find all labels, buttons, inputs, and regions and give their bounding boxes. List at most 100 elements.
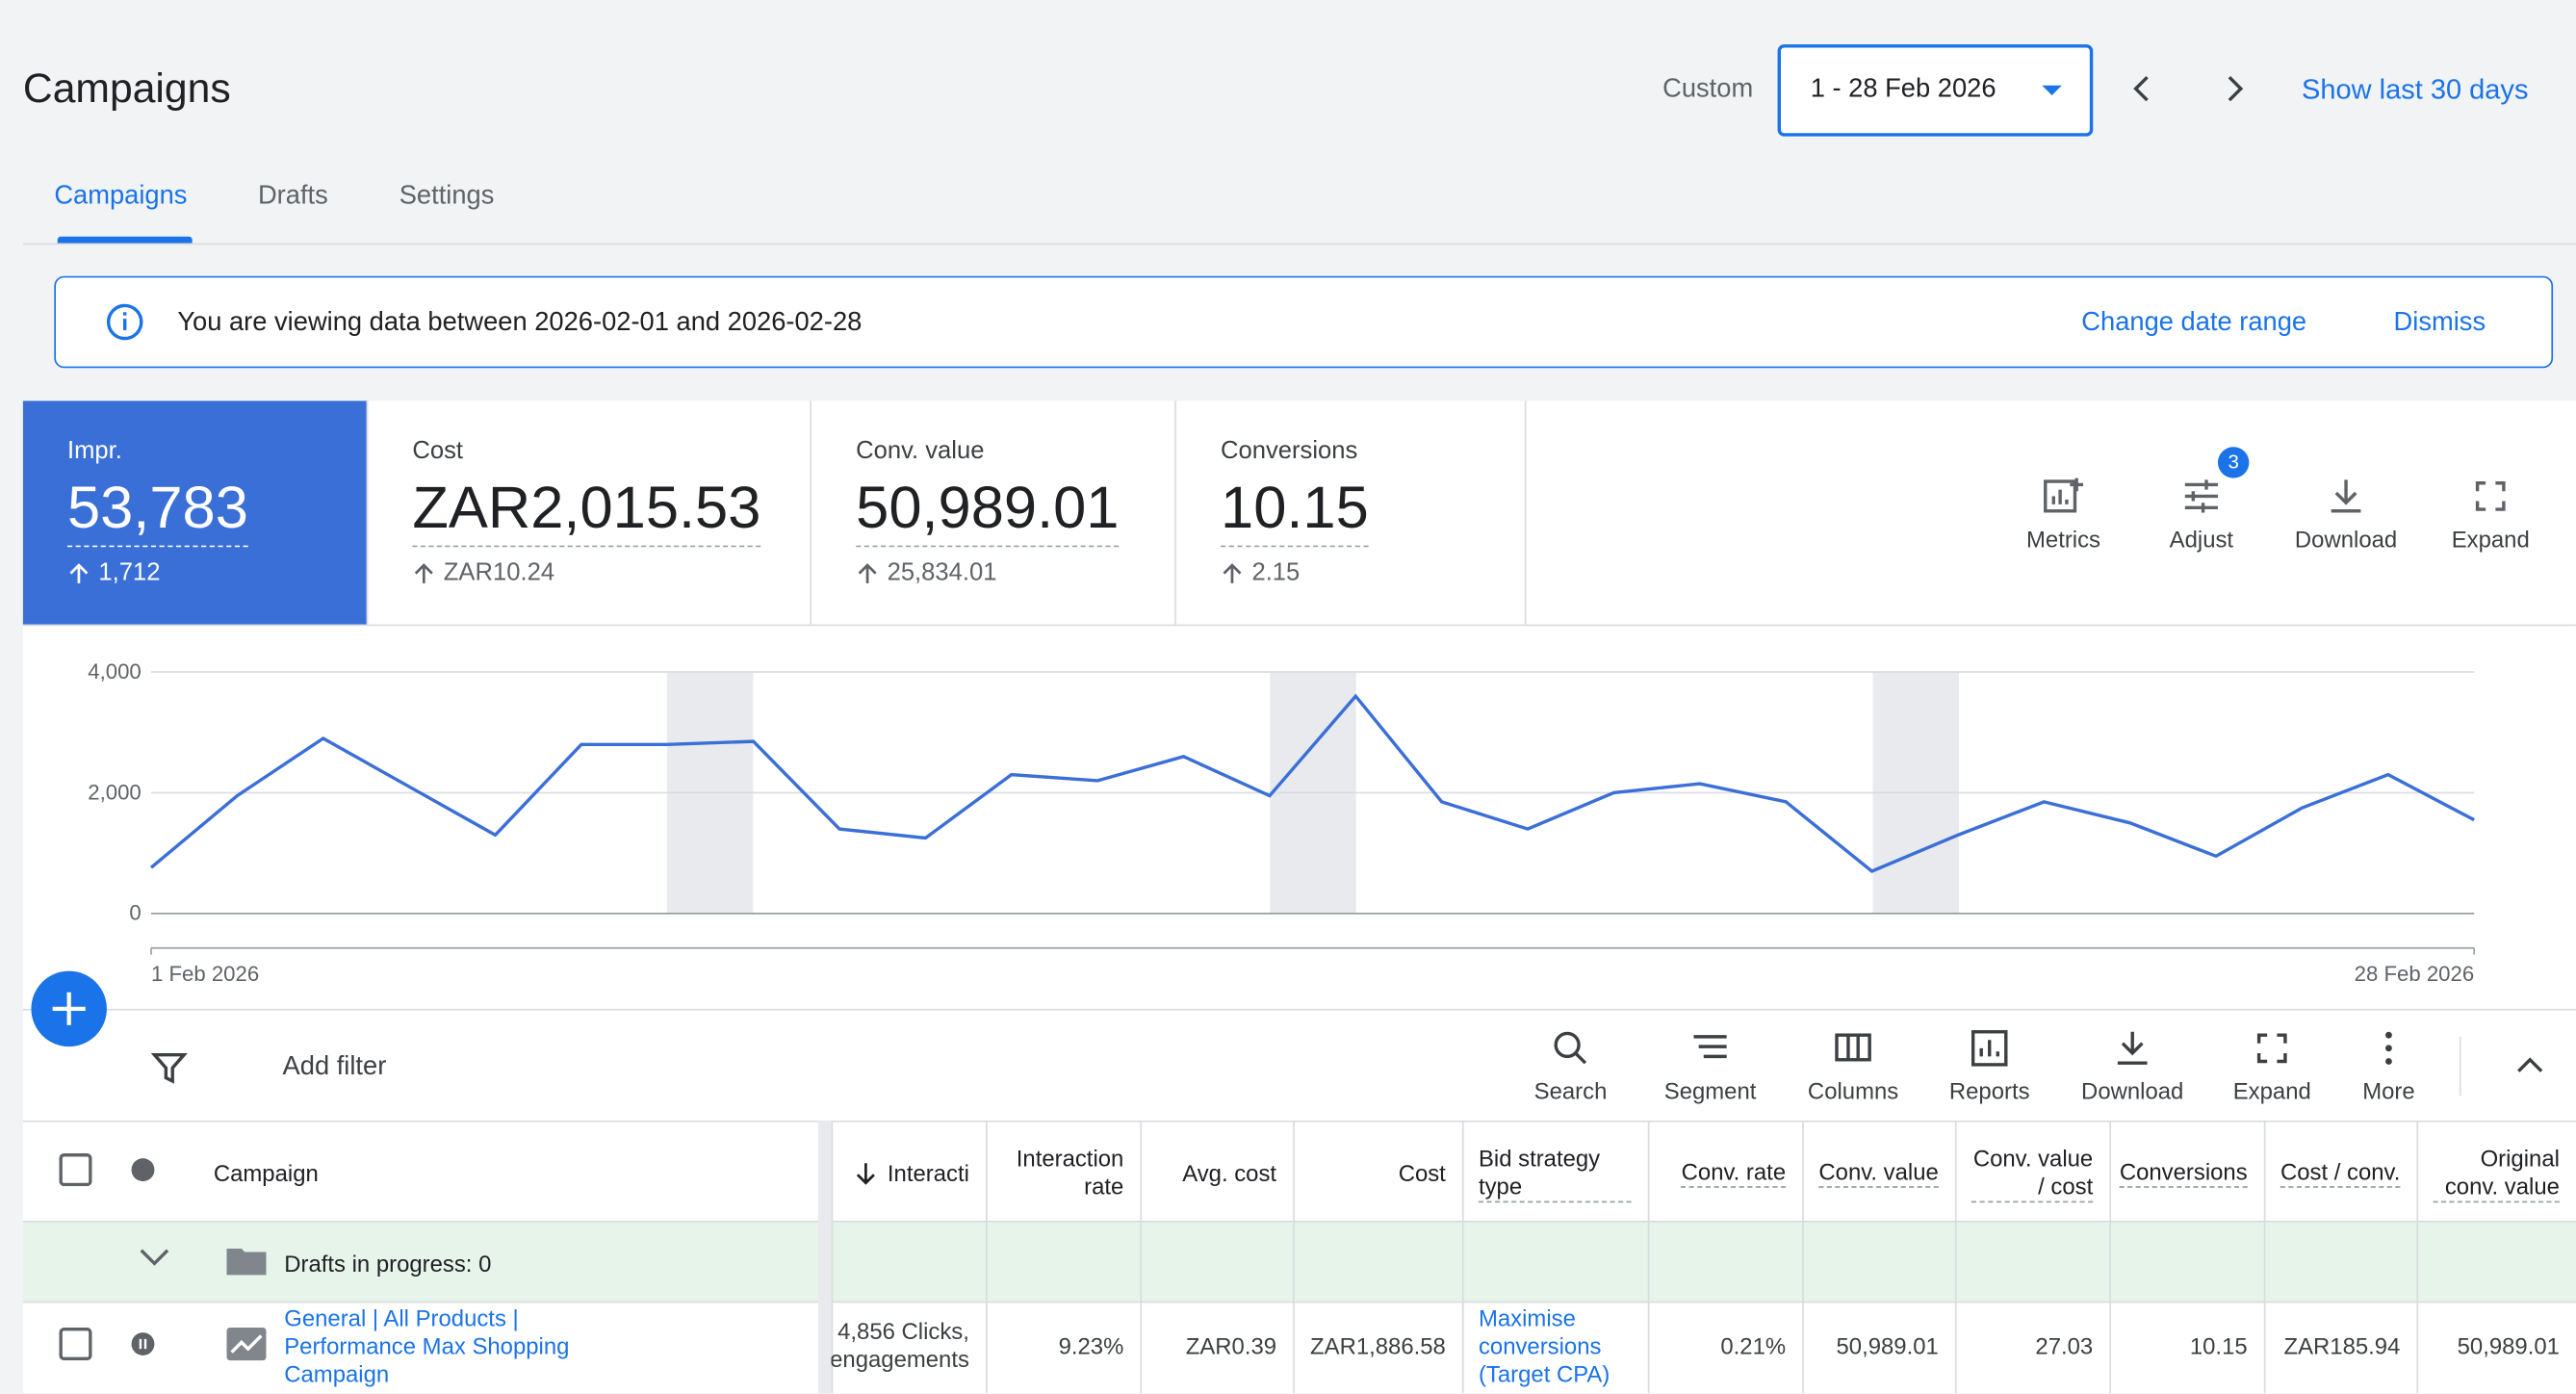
toolbar-button[interactable]: Columns — [1788, 1028, 1919, 1107]
toolbar-button[interactable]: Segment — [1644, 1028, 1776, 1107]
group-label: Drafts in progress: 0 — [284, 1250, 492, 1278]
table-cell: 9.23% — [1058, 1331, 1124, 1358]
column-header[interactable]: Cost / conv. — [2264, 1137, 2417, 1209]
metric-label: Conv. value — [856, 436, 985, 465]
metric-card[interactable]: Impr. 53,783 1,712 — [22, 400, 369, 625]
column-header[interactable]: Original conv. value — [2416, 1137, 2576, 1209]
collapse-icon[interactable] — [2513, 1053, 2546, 1076]
campaign-type-icon — [226, 1327, 267, 1361]
change-date-link[interactable]: Change date range — [2081, 308, 2307, 337]
up-arrow — [69, 563, 89, 583]
table-cell: 27.03 — [2035, 1331, 2094, 1358]
column-header[interactable]: Cost — [1293, 1137, 1462, 1209]
toolbar-button[interactable]: Expand — [2206, 1028, 2338, 1107]
adjust-button[interactable]: Adjust — [2152, 477, 2251, 553]
column-header[interactable]: Interacti — [832, 1137, 986, 1209]
column-title: Conv. value / cost — [1971, 1145, 2094, 1202]
download-button[interactable]: Download — [2288, 477, 2403, 552]
metric-card[interactable]: Conv. value 50,989.01 25,834.01 — [811, 400, 1176, 625]
metric-change: 2.15 — [1251, 558, 1301, 587]
next-button[interactable] — [2218, 72, 2251, 105]
info-banner: You are viewing data between 2026-02-01 … — [54, 275, 2554, 369]
icon — [2331, 479, 2361, 513]
paused-icon — [131, 1332, 155, 1355]
toolbar-button[interactable]: Search — [1505, 1028, 1636, 1107]
column-title: Cost / conv. — [2280, 1158, 2401, 1188]
column-header[interactable]: Bid strategy type — [1462, 1137, 1648, 1209]
tab[interactable]: Drafts — [257, 182, 328, 211]
tab[interactable]: Settings — [399, 182, 495, 211]
tool-label: Adjust — [2169, 526, 2234, 553]
add-filter[interactable]: Add filter — [282, 1052, 387, 1081]
toolbar-label: Download — [2081, 1077, 2184, 1104]
metrics-button[interactable]: Metrics — [2014, 477, 2112, 553]
column-title: Conv. rate — [1681, 1158, 1787, 1188]
table-cell: ZAR0.39 — [1185, 1331, 1277, 1358]
icon — [1693, 1035, 1727, 1059]
toolbar-label: Search — [1533, 1077, 1608, 1104]
column-header[interactable]: Interaction rate — [986, 1137, 1140, 1209]
metric-card[interactable]: Conversions 10.15 2.15 — [1175, 400, 1527, 625]
freeze-divider — [817, 1120, 832, 1394]
table-cell: 4,856 Clicks, engagements — [831, 1317, 969, 1373]
badge: 3 — [2217, 447, 2250, 478]
toolbar-label: More — [2362, 1077, 2415, 1104]
divider — [22, 243, 2576, 245]
column-title: Conversions — [2119, 1158, 2248, 1188]
table-cell[interactable]: Maximise conversions (Target CPA) — [1478, 1304, 1610, 1386]
toolbar-label: Columns — [1807, 1077, 1899, 1104]
icon — [2256, 1033, 2287, 1064]
campaign-link[interactable]: General | All Products | Performance Max… — [284, 1304, 570, 1386]
y-tick-label: 2,000 — [88, 780, 141, 804]
dismiss-link[interactable]: Dismiss — [2393, 308, 2486, 337]
checkbox[interactable] — [59, 1327, 92, 1361]
column-header[interactable]: Conv. value — [1802, 1137, 1955, 1209]
date-picker[interactable]: 1 - 28 Feb 2026 — [1777, 44, 2094, 137]
divider — [2459, 1036, 2461, 1097]
metric-change: ZAR10.24 — [443, 558, 555, 587]
show-last-link[interactable]: Show last 30 days — [2301, 73, 2529, 106]
x-tick-label: 28 Feb 2026 — [2355, 962, 2475, 986]
column-header[interactable]: Conversions — [2109, 1137, 2263, 1209]
column-divider — [1954, 1120, 1957, 1394]
table-cell: ZAR185.94 — [2283, 1331, 2401, 1358]
column-title: Avg. cost — [1182, 1159, 1277, 1186]
metric-card[interactable]: Cost ZAR2,015.53 ZAR10.24 — [368, 400, 812, 625]
expand-chevron[interactable] — [138, 1246, 170, 1269]
group-row — [22, 1221, 2576, 1304]
icon — [1554, 1031, 1587, 1065]
prev-button[interactable] — [2125, 72, 2158, 105]
page-title: Campaigns — [22, 65, 231, 113]
column-title: Cost — [1398, 1159, 1446, 1186]
folder-icon — [226, 1249, 267, 1276]
column-header[interactable]: Conv. rate — [1648, 1137, 1802, 1209]
tool-label: Expand — [2451, 526, 2530, 553]
column-header[interactable]: Campaign — [197, 1137, 832, 1209]
tab-indicator — [57, 236, 193, 244]
up-arrow — [414, 563, 433, 583]
expand-button[interactable]: Expand — [2441, 477, 2539, 553]
toolbar-button[interactable]: Reports — [1923, 1028, 2055, 1107]
icon — [2385, 1031, 2392, 1065]
column-divider — [985, 1120, 988, 1394]
table-cell: ZAR1,886.58 — [1310, 1331, 1446, 1358]
filter-icon[interactable] — [151, 1050, 188, 1087]
toolbar-label: Expand — [2232, 1077, 2311, 1104]
column-header[interactable]: Conv. value / cost — [1955, 1137, 2109, 1209]
column-title: Campaign — [213, 1159, 319, 1186]
add-button[interactable] — [30, 969, 109, 1048]
toolbar-button[interactable]: Download — [2067, 1028, 2199, 1107]
up-arrow — [858, 563, 877, 583]
toolbar-button[interactable]: More — [2323, 1028, 2455, 1107]
tab[interactable]: Campaigns — [54, 182, 188, 211]
column-divider — [1461, 1120, 1464, 1394]
column-header[interactable]: Avg. cost — [1140, 1137, 1293, 1209]
column-divider — [1647, 1120, 1650, 1394]
column-divider — [2416, 1120, 2419, 1394]
column-title: Conv. value — [1818, 1158, 1939, 1188]
column-title: Original conv. value — [2433, 1145, 2560, 1202]
tool-label: Metrics — [2026, 526, 2101, 553]
checkbox[interactable] — [59, 1153, 92, 1187]
table-cell: 50,989.01 — [2457, 1331, 2560, 1358]
